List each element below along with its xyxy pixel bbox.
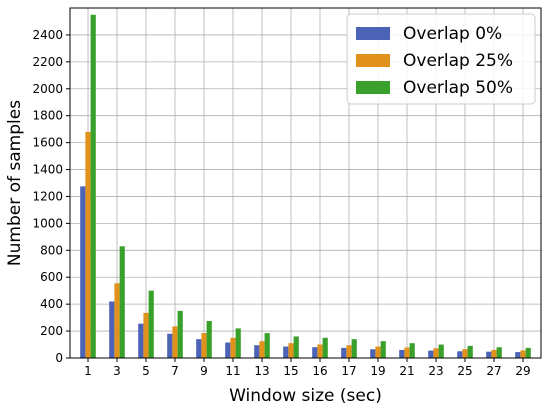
bar [370, 349, 375, 358]
y-tick-label: 2000 [32, 82, 63, 96]
bar [143, 313, 148, 358]
x-tick-label: 13 [254, 364, 269, 378]
bar [149, 291, 154, 358]
bar [428, 351, 433, 358]
x-tick-label: 3 [113, 364, 121, 378]
x-tick-label: 11 [225, 364, 240, 378]
bar [317, 345, 322, 358]
bar [236, 328, 241, 358]
x-tick-label: 21 [399, 364, 414, 378]
bar [486, 352, 491, 358]
y-tick-label: 1400 [32, 163, 63, 177]
bar [515, 352, 520, 358]
bar [312, 347, 317, 358]
bar [172, 326, 177, 358]
legend-entry: Overlap 0% [403, 24, 502, 44]
bar [120, 246, 125, 358]
bar [457, 351, 462, 358]
legend-entry: Overlap 50% [403, 78, 513, 98]
x-tick-label: 1 [84, 364, 92, 378]
bar [341, 348, 346, 358]
bar [138, 324, 143, 358]
bar [207, 321, 212, 358]
y-tick-label: 1200 [32, 189, 63, 203]
y-tick-label: 2200 [32, 55, 63, 69]
legend-swatch [356, 54, 390, 67]
y-tick-label: 400 [40, 297, 63, 311]
y-tick-label: 1800 [32, 109, 63, 123]
x-tick-label: 17 [341, 364, 356, 378]
legend-swatch [356, 81, 390, 94]
y-tick-label: 0 [55, 351, 63, 365]
bar [410, 343, 415, 358]
bar [288, 343, 293, 358]
bar [201, 333, 206, 358]
bar [462, 349, 467, 358]
legend-swatch [356, 27, 390, 40]
bar [439, 345, 444, 358]
x-axis-ticks: 1 3 5 7 9 11 13 15 16 17 19 21 23 25 27 29 [84, 358, 530, 378]
x-tick-label: 15 [283, 364, 298, 378]
bar [114, 283, 119, 358]
bar [381, 341, 386, 358]
bar [468, 346, 473, 358]
bar [196, 339, 201, 358]
bar [433, 348, 438, 358]
bar [178, 311, 183, 358]
bar [167, 334, 172, 358]
y-tick-label: 1600 [32, 136, 63, 150]
bar [520, 350, 525, 358]
y-tick-label: 200 [40, 324, 63, 338]
bar [254, 345, 259, 358]
y-tick-label: 1000 [32, 216, 63, 230]
bar [225, 343, 230, 358]
bar [399, 350, 404, 358]
bar [323, 338, 328, 358]
bar [265, 333, 270, 358]
bar [375, 347, 380, 358]
bar [526, 348, 531, 358]
y-axis-label: Number of samples [5, 100, 25, 266]
x-tick-label: 19 [370, 364, 385, 378]
bar [230, 338, 235, 358]
x-tick-label: 7 [171, 364, 179, 378]
legend: Overlap 0% Overlap 25% Overlap 50% [347, 14, 535, 104]
bar [294, 336, 299, 358]
y-tick-label: 600 [40, 270, 63, 284]
x-tick-label: 5 [142, 364, 150, 378]
x-tick-label: 27 [486, 364, 501, 378]
bar [109, 301, 114, 358]
bar [346, 345, 351, 358]
y-tick-label: 800 [40, 243, 63, 257]
legend-entry: Overlap 25% [403, 51, 513, 71]
bar [491, 350, 496, 358]
x-tick-label: 23 [428, 364, 443, 378]
bar [80, 186, 85, 358]
x-tick-label: 29 [515, 364, 530, 378]
y-axis-ticks: 0 200 400 600 800 1000 1200 1400 1600 1800 2000 220… [32, 28, 70, 365]
x-tick-label: 16 [312, 364, 327, 378]
bar [85, 132, 90, 358]
x-tick-label: 25 [457, 364, 472, 378]
bar [283, 347, 288, 358]
bar [91, 15, 96, 358]
bar [404, 348, 409, 359]
y-tick-label: 2400 [32, 28, 63, 42]
bar [259, 341, 264, 358]
bar [352, 339, 357, 358]
x-tick-label: 9 [200, 364, 208, 378]
x-axis-label: Window size (sec) [229, 386, 382, 406]
bar [497, 347, 502, 358]
